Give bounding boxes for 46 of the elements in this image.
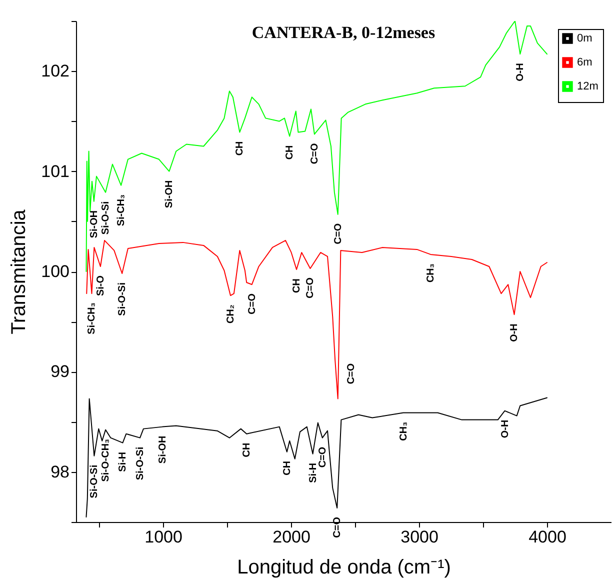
y-tick-label: 98 — [50, 462, 70, 482]
annotation: O-H — [515, 63, 526, 82]
annotation: Si-OH — [157, 436, 168, 464]
x-tick-label: 3000 — [400, 528, 438, 546]
y-tick-label: 99 — [50, 362, 70, 382]
annotation: CH — [282, 460, 293, 476]
annotation: Si-O-Si — [134, 446, 146, 480]
annotation: C=O — [346, 363, 357, 384]
annotation: Si-CH₃ — [86, 302, 98, 334]
x-tick-label: 1000 — [144, 528, 182, 546]
x-tick-label: 2000 — [272, 528, 310, 546]
annotation: CH₃ — [426, 263, 437, 283]
annotation: Si-OH — [164, 180, 176, 208]
annotation: Si-O-Si — [89, 464, 100, 498]
y-axis-title: Transmitancia — [8, 208, 30, 334]
annotation: CH — [234, 141, 246, 156]
annotation: C=O — [246, 293, 258, 314]
annotation: CH — [284, 145, 296, 160]
x-tick-label: 4000 — [528, 528, 566, 546]
chart-title: CANTERA-B, 0-12meses — [252, 23, 436, 42]
annotation: CH₂ — [225, 304, 236, 324]
annotation: C=O — [305, 277, 316, 298]
annotation: Si-O-Si — [100, 201, 112, 235]
annotation: C=O — [332, 223, 344, 244]
line-series — [86, 397, 548, 518]
annotation: C=O — [317, 446, 328, 468]
y-tick-label: 101 — [41, 162, 70, 181]
annotation: Si-H — [308, 462, 319, 483]
legend-label: 6m — [577, 56, 592, 68]
annotation: Si-CH₃ — [116, 194, 128, 226]
annotation: O-H — [509, 324, 520, 342]
legend-label: 12m — [577, 80, 598, 92]
legend-label: 0m — [577, 32, 592, 44]
y-tick-label: 100 — [41, 262, 70, 281]
annotation: Si-OH — [88, 210, 100, 238]
annotation: O-H — [500, 420, 511, 438]
annotation: CH — [242, 442, 253, 458]
annotation: Si-O — [95, 275, 106, 296]
annotation: CH — [292, 278, 303, 293]
annotation: Si-O-Si — [117, 282, 128, 316]
annotation: CH₃ — [398, 421, 410, 441]
annotation: C=O — [309, 143, 320, 164]
x-axis-title: Longitud de onda (cm⁻¹) — [237, 556, 451, 578]
y-tick-label: 102 — [41, 62, 70, 81]
annotation: Si-H — [118, 452, 129, 472]
annotation: Si-O-CH₃ — [100, 438, 112, 482]
